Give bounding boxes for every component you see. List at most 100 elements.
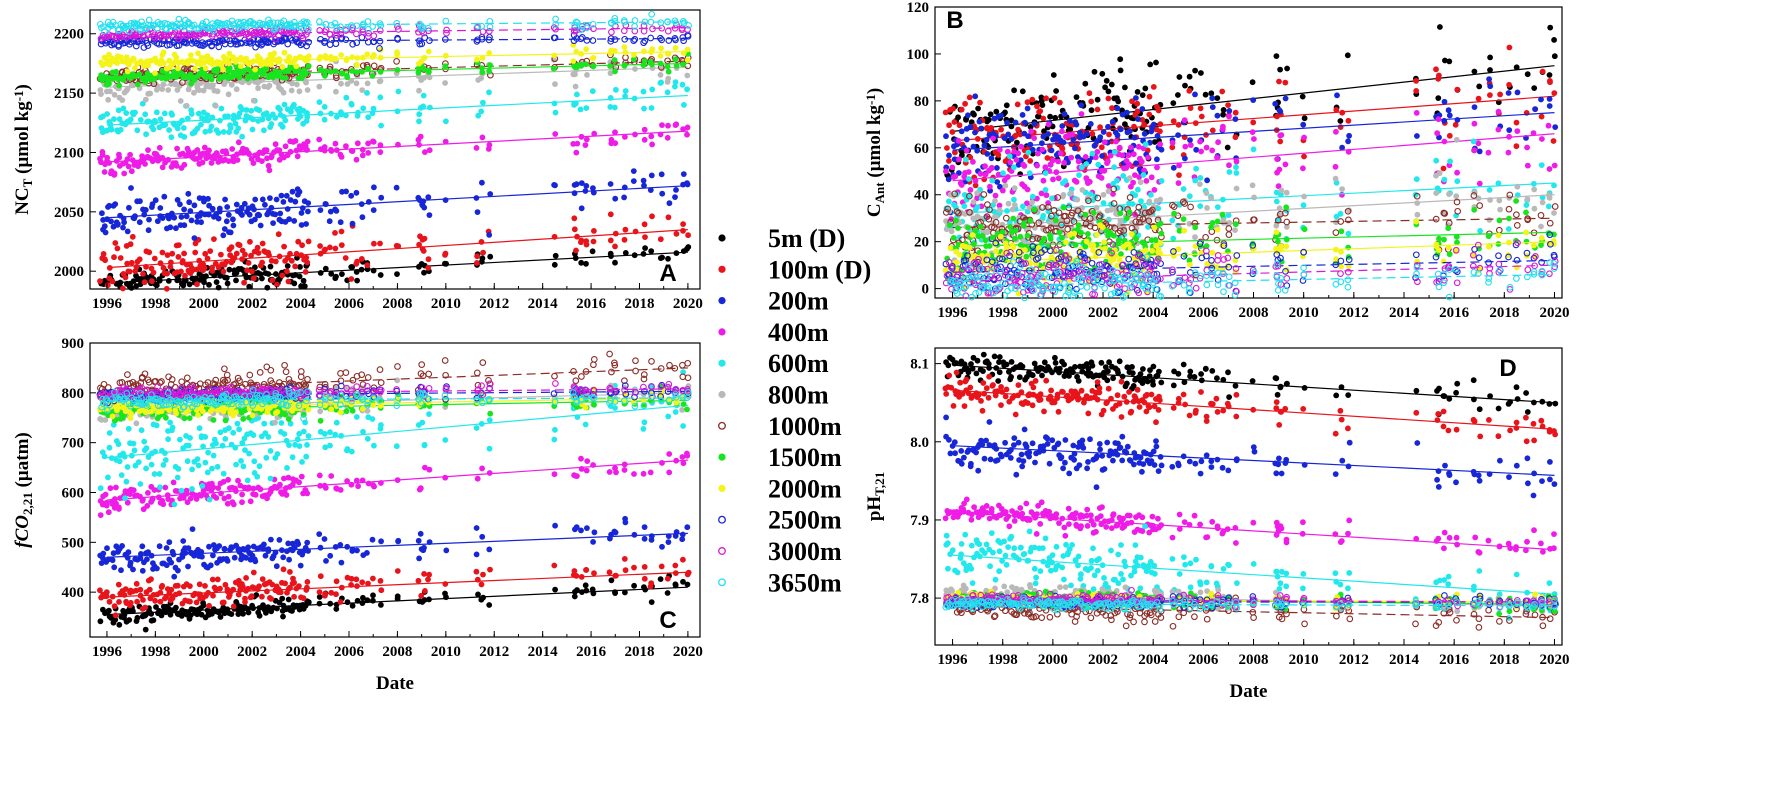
- data-point: [589, 248, 596, 255]
- data-point: [270, 220, 276, 227]
- data-point: [1015, 150, 1022, 157]
- data-point: [1344, 276, 1352, 284]
- data-point: [1175, 92, 1181, 98]
- data-point: [263, 147, 270, 154]
- data-point: [997, 233, 1004, 240]
- data-point: [317, 207, 324, 214]
- data-point: [479, 179, 485, 186]
- data-point: [622, 134, 628, 140]
- data-point: [1414, 211, 1421, 218]
- data-point: [207, 248, 214, 255]
- data-point: [949, 129, 956, 135]
- data-point: [1053, 217, 1059, 224]
- data-point: [574, 91, 580, 98]
- data-point: [649, 141, 655, 148]
- data-point: [474, 260, 480, 266]
- data-point: [946, 198, 952, 205]
- data-point: [1098, 144, 1105, 151]
- data-point: [1011, 235, 1018, 242]
- data-point: [316, 99, 323, 105]
- data-point: [1413, 176, 1420, 183]
- data-point: [665, 255, 671, 262]
- data-point: [1282, 79, 1289, 86]
- data-point: [164, 252, 171, 258]
- x-tick-label: 2020: [673, 296, 703, 312]
- data-point: [1143, 178, 1150, 184]
- data-point: [992, 198, 998, 204]
- data-point: [1029, 96, 1036, 103]
- data-point: [1219, 88, 1226, 95]
- data-point: [292, 263, 298, 270]
- data-point: [552, 109, 559, 116]
- x-tick-label: 1998: [988, 305, 1018, 321]
- data-point: [139, 100, 146, 107]
- data-point: [1192, 177, 1199, 184]
- data-point: [1204, 177, 1210, 184]
- data-point: [1437, 24, 1443, 30]
- data-point: [114, 245, 121, 252]
- data-point: [443, 260, 449, 267]
- data-point: [1469, 262, 1477, 270]
- data-point: [478, 239, 485, 245]
- data-point: [248, 252, 254, 259]
- data-point: [1432, 215, 1440, 223]
- data-point: [1049, 241, 1057, 249]
- data-point: [583, 183, 590, 189]
- data-point: [157, 116, 164, 122]
- y-tick-label: 2050: [54, 205, 84, 221]
- data-point: [371, 184, 377, 191]
- data-point: [425, 194, 432, 201]
- data-point: [607, 63, 613, 69]
- data-point: [101, 256, 108, 262]
- data-point: [1157, 196, 1164, 203]
- trend-line: [106, 94, 688, 126]
- x-tick-label: 2002: [237, 296, 267, 312]
- data-point: [612, 243, 618, 250]
- data-point: [127, 116, 134, 123]
- data-point: [239, 133, 246, 140]
- data-point: [1027, 158, 1034, 164]
- data-point: [1539, 199, 1546, 206]
- data-point: [194, 125, 201, 132]
- data-point: [1079, 187, 1086, 193]
- data-point: [1113, 138, 1119, 145]
- data-point: [1176, 74, 1183, 80]
- data-point: [1099, 153, 1105, 159]
- data-point: [641, 105, 647, 112]
- data-point: [1135, 116, 1141, 122]
- data-point: [125, 268, 132, 275]
- data-point: [261, 127, 267, 134]
- data-point: [208, 76, 215, 82]
- data-point: [1412, 191, 1419, 198]
- data-point: [649, 25, 656, 33]
- data-point: [254, 244, 261, 251]
- data-point: [988, 125, 994, 131]
- data-point: [665, 68, 672, 75]
- data-point: [1301, 193, 1307, 200]
- data-point: [950, 235, 957, 241]
- data-point: [1115, 240, 1121, 247]
- data-point: [105, 96, 112, 103]
- data-point: [1538, 96, 1544, 103]
- data-point: [188, 268, 195, 275]
- data-point: [259, 158, 265, 165]
- data-point: [1027, 217, 1034, 224]
- data-point: [673, 230, 680, 237]
- data-point: [1435, 75, 1442, 82]
- data-point: [198, 121, 204, 128]
- data-point: [226, 266, 233, 273]
- data-point: [225, 211, 232, 218]
- legend-label: 400m: [768, 318, 829, 347]
- data-point: [1048, 147, 1055, 154]
- data-point: [1282, 95, 1289, 102]
- data-point: [1486, 243, 1492, 250]
- data-point: [106, 607, 112, 614]
- data-point: [551, 100, 558, 107]
- data-point: [1170, 118, 1177, 125]
- data-point: [153, 86, 160, 93]
- data-point: [1495, 108, 1502, 115]
- data-point: [1547, 79, 1553, 86]
- data-point: [268, 204, 275, 211]
- data-point: [232, 120, 239, 127]
- data-point: [321, 104, 328, 110]
